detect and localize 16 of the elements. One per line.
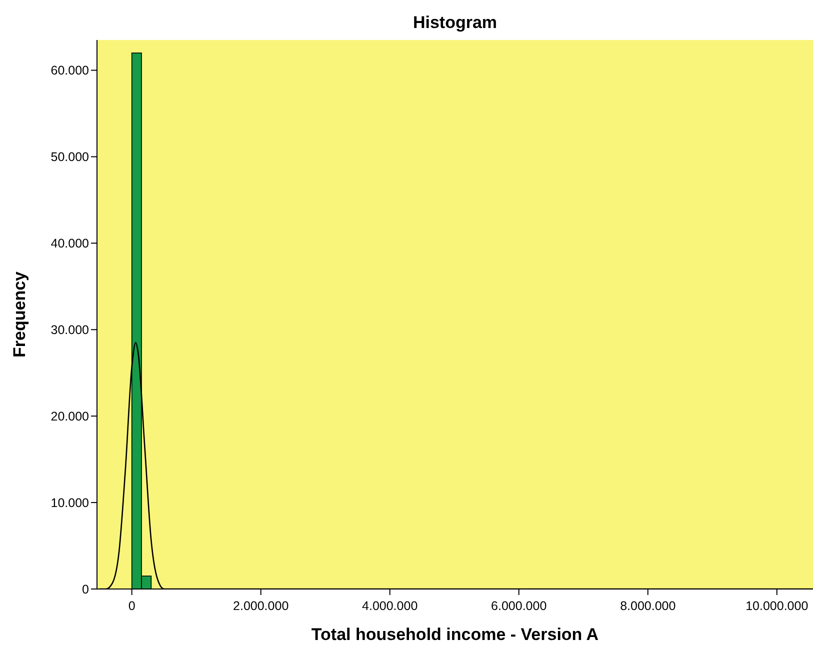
y-axis-title: Frequency	[10, 270, 29, 358]
x-tick-label: 6.000.000	[491, 599, 547, 613]
y-tick-label: 10.000	[50, 496, 90, 510]
x-axis-title: Total household income - Version A	[311, 625, 599, 644]
chart-title: Histogram	[412, 13, 498, 32]
x-tick-label: 2.000.000	[233, 599, 289, 613]
y-tick-label: 20.000	[50, 409, 90, 424]
x-tick-label: 4.000.000	[362, 599, 418, 613]
y-tick-label: 0	[82, 582, 90, 596]
y-tick-label: 40.000	[50, 236, 90, 251]
y-tick-label: 30.000	[50, 323, 90, 338]
x-tick-label: 8.000.000	[620, 599, 676, 613]
y-tick-label: 60.000	[50, 64, 90, 78]
y-tick-label: 50.000	[50, 150, 90, 164]
x-tick-label: 10.000.000	[746, 599, 808, 613]
x-tick-label: 0	[128, 599, 136, 613]
